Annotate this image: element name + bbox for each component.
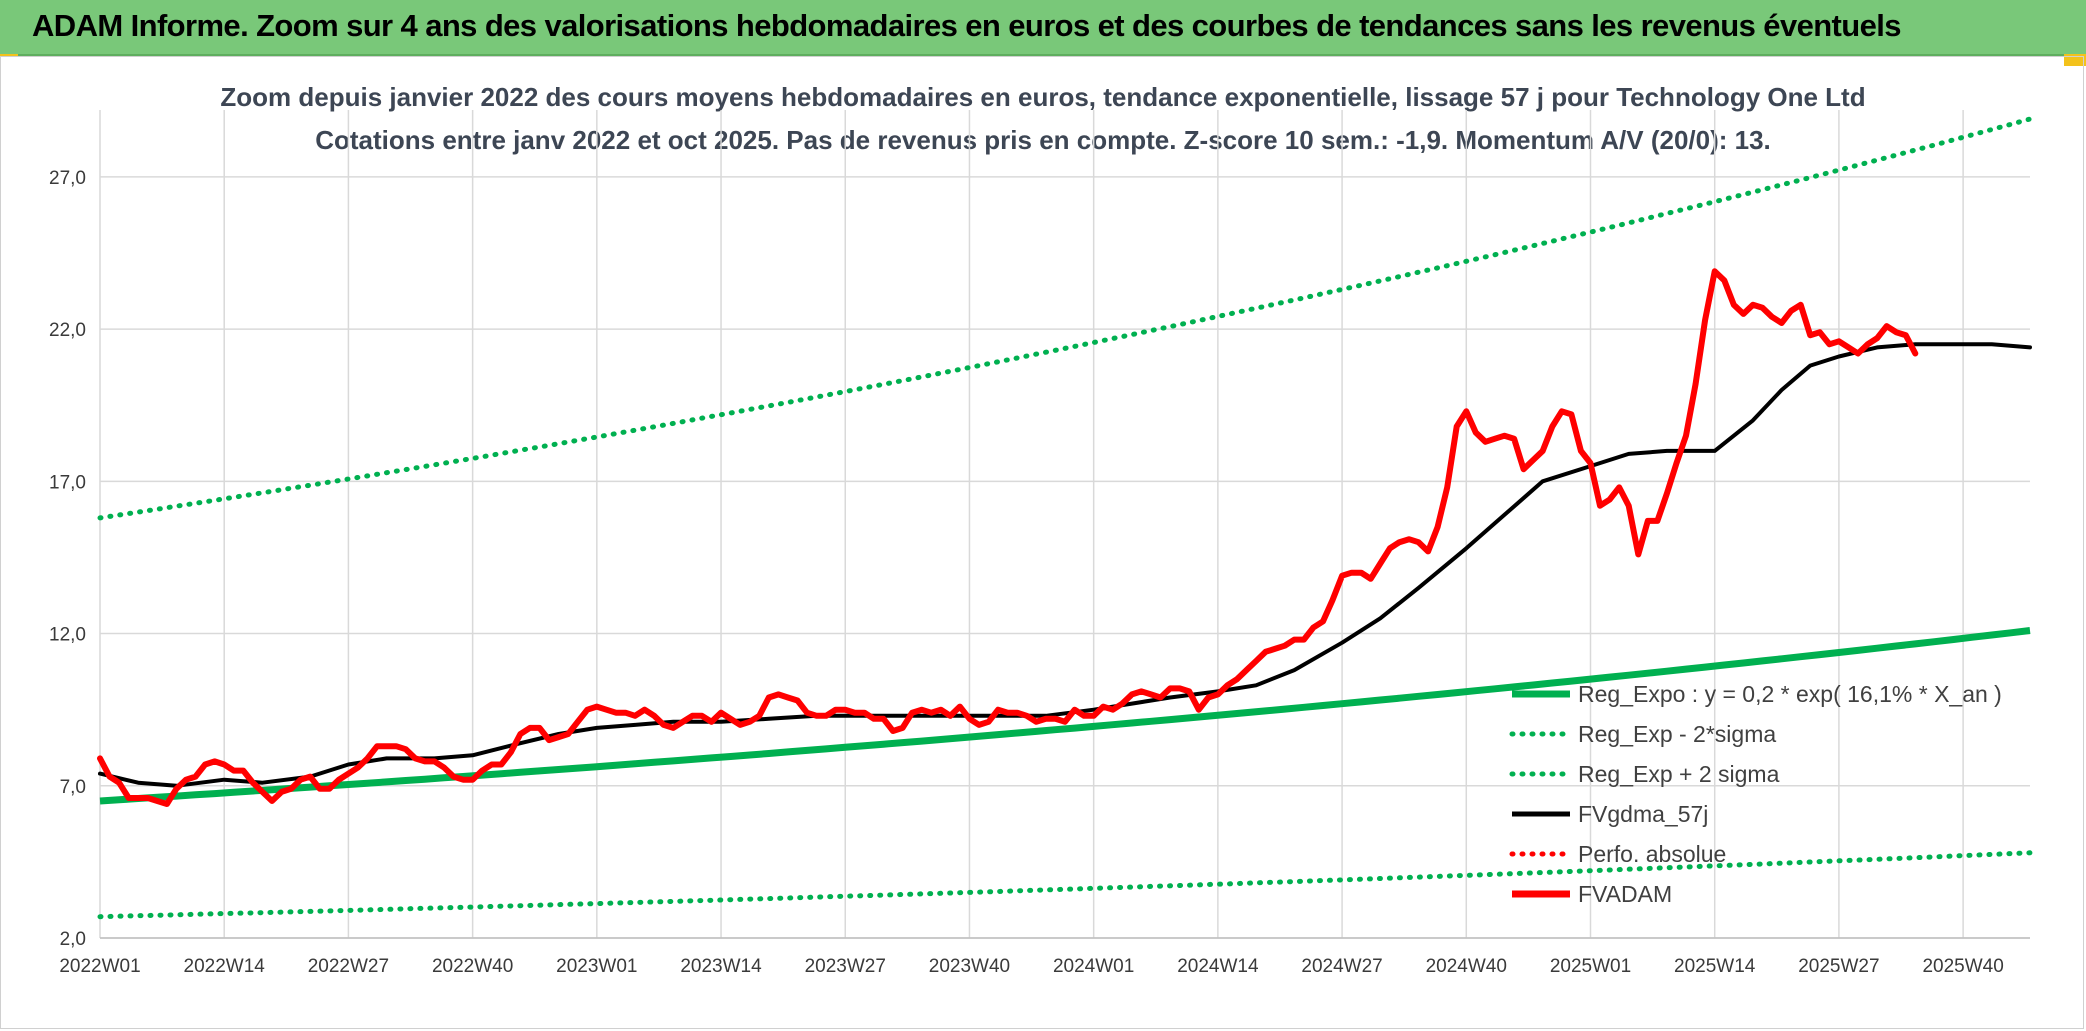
x-tick-label: 2024W40 xyxy=(1426,956,1507,977)
x-tick-label: 2022W40 xyxy=(432,956,513,977)
x-tick-label: 2024W14 xyxy=(1177,956,1259,977)
legend-label: Perfo. absolue xyxy=(1578,841,1726,867)
legend-label: FVADAM xyxy=(1578,881,1672,907)
x-tick-label: 2025W01 xyxy=(1550,956,1631,977)
x-tick-label: 2025W27 xyxy=(1798,956,1879,977)
banner-accent-right xyxy=(2064,54,2086,66)
x-tick-label: 2025W40 xyxy=(1922,956,2003,977)
y-tick-label: 2,0 xyxy=(60,929,86,950)
y-tick-label: 27,0 xyxy=(49,168,86,189)
x-tick-label: 2024W01 xyxy=(1053,956,1134,977)
y-tick-label: 12,0 xyxy=(49,625,86,646)
chart: Zoom depuis janvier 2022 des cours moyen… xyxy=(49,82,2033,977)
trend-line xyxy=(99,627,2031,805)
grid xyxy=(99,110,2030,939)
legend-label: Reg_Exp - 2*sigma xyxy=(1578,721,1776,747)
x-tick-label: 2022W14 xyxy=(184,956,266,977)
banner-title: ADAM Informe. Zoom sur 4 ans des valoris… xyxy=(32,8,1902,43)
price-line xyxy=(97,268,1919,807)
x-tick-label: 2023W27 xyxy=(805,956,886,977)
x-tick-label: 2022W27 xyxy=(308,956,389,977)
x-tick-label: 2023W40 xyxy=(929,956,1010,977)
x-tick-label: 2023W14 xyxy=(680,956,762,977)
banner-accent-left xyxy=(0,54,18,57)
legend-label: Reg_Expo : y = 0,2 * exp( 16,1% * X_an ) xyxy=(1578,681,2002,707)
legend-label: FVgdma_57j xyxy=(1578,801,1708,827)
chart-subtitle-line1: Zoom depuis janvier 2022 des cours moyen… xyxy=(220,82,1865,112)
x-tick-label: 2023W01 xyxy=(556,956,637,977)
trend-lower-band-line xyxy=(97,850,2033,920)
legend: Reg_Expo : y = 0,2 * exp( 16,1% * X_an )… xyxy=(1509,681,2002,907)
x-tick-label: 2024W27 xyxy=(1301,956,1382,977)
title-banner: ADAM Informe. Zoom sur 4 ans des valoris… xyxy=(0,0,2086,56)
trend-upper-band-line xyxy=(97,116,2033,521)
legend-label: Reg_Exp + 2 sigma xyxy=(1578,761,1780,787)
x-tick-label: 2025W14 xyxy=(1674,956,1756,977)
y-tick-label: 7,0 xyxy=(60,777,86,798)
x-tick-label: 2022W01 xyxy=(59,956,140,977)
plot-area xyxy=(97,116,2033,920)
y-tick-label: 17,0 xyxy=(49,472,86,493)
y-tick-label: 22,0 xyxy=(49,320,86,341)
y-axis: 2,0 7,0 12,0 17,0 22,0 27,0 xyxy=(49,168,86,950)
chart-subtitle-line2: Cotations entre janv 2022 et oct 2025. P… xyxy=(315,125,1771,155)
x-axis: 2022W01 2022W14 2022W27 2022W40 2023W01 2023W… xyxy=(59,956,2003,977)
